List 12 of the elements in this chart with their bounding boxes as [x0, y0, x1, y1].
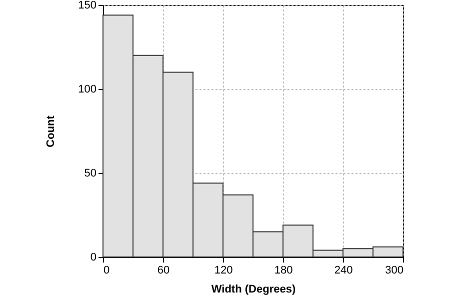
y-tick-label: 150 [78, 0, 96, 12]
x-tick-label: 0 [104, 264, 110, 276]
x-tick-label: 180 [274, 264, 293, 276]
y-tick-label: 100 [78, 84, 96, 96]
x-tick-label: 120 [214, 264, 233, 276]
x-tick-label: 60 [157, 264, 170, 276]
y-tick-label: 50 [84, 168, 96, 180]
x-tick-label: 300 [385, 264, 404, 276]
y-tick-label: 0 [90, 252, 96, 264]
x-axis-title: Width (Degrees) [211, 284, 296, 296]
x-tick-label: 240 [334, 264, 353, 276]
y-axis-title: Count [45, 115, 58, 148]
